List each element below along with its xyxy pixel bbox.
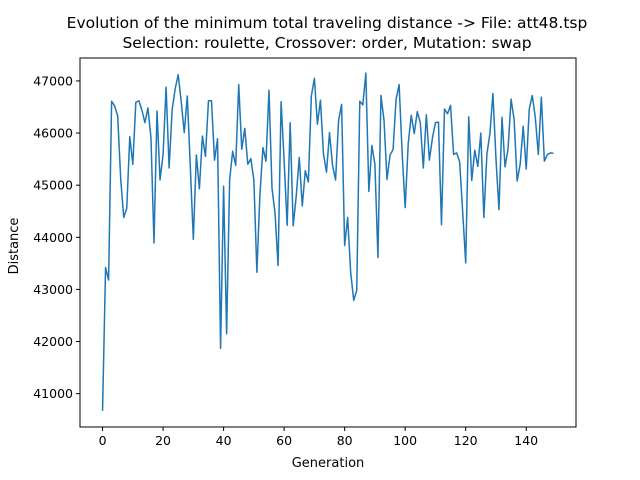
x-tick-label: 100 — [393, 433, 417, 448]
y-tick-label: 42000 — [33, 334, 73, 349]
x-tick-label: 0 — [99, 433, 107, 448]
y-tick-label: 45000 — [33, 178, 73, 193]
x-tick-label: 60 — [276, 433, 292, 448]
y-tick-label: 47000 — [33, 73, 73, 88]
y-axis-ticks: 41000 42000 43000 44000 45000 46000 47000 — [33, 73, 80, 401]
chart-title-line-1: Evolution of the minimum total traveling… — [67, 14, 588, 32]
y-tick-label: 46000 — [33, 126, 73, 141]
plot-area — [101, 72, 554, 411]
x-axis-title: Generation — [292, 456, 365, 471]
y-axis-title: Distance — [7, 218, 22, 275]
y-tick-label: 43000 — [33, 282, 73, 297]
series-line — [101, 72, 554, 411]
x-tick-label: 20 — [155, 433, 171, 448]
axes-frame — [79, 57, 577, 428]
x-tick-label: 140 — [514, 433, 538, 448]
x-tick-label: 80 — [337, 433, 353, 448]
y-tick-label: 44000 — [33, 230, 73, 245]
chart-title-line-2: Selection: roulette, Crossover: order, M… — [122, 34, 531, 52]
x-tick-label: 40 — [216, 433, 232, 448]
y-tick-label: 41000 — [33, 386, 73, 401]
x-tick-label: 120 — [454, 433, 478, 448]
x-axis-ticks: 0 20 40 60 80 100 120 140 — [99, 427, 538, 448]
